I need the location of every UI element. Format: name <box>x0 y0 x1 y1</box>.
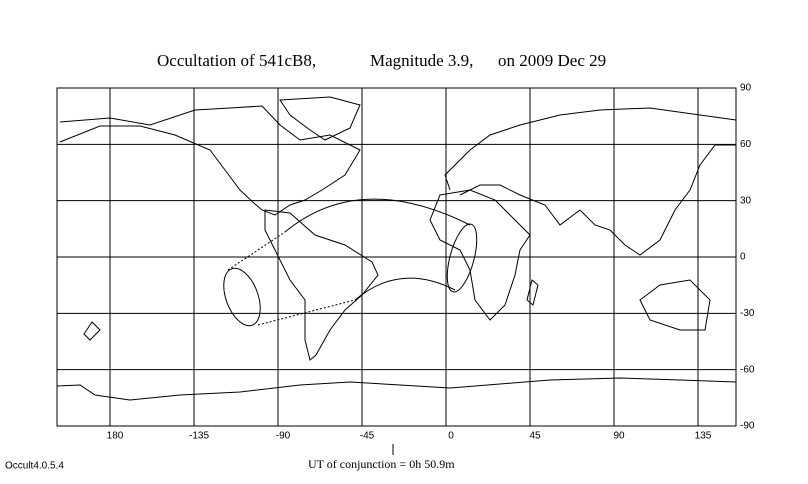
madagascar <box>526 279 539 306</box>
path-north-limit <box>284 198 471 233</box>
greenland <box>279 96 361 141</box>
new-zealand <box>83 321 101 341</box>
lat-tick-label: 60 <box>740 139 752 150</box>
title-object: Occultation of 541cB8, <box>157 51 316 70</box>
path-south-limit <box>354 277 456 301</box>
lat-tick-label: -60 <box>740 364 755 375</box>
ut-label: UT of conjunction = 0h 50.9m <box>308 457 455 471</box>
map-frame <box>56 87 737 427</box>
title-magnitude: Magnitude 3.9, <box>370 51 473 70</box>
south-america <box>264 209 379 361</box>
lon-tick-label: 45 <box>529 431 541 442</box>
lat-tick-label: -90 <box>740 421 755 432</box>
lat-tick-label: 0 <box>740 252 746 263</box>
australia <box>639 279 711 331</box>
version-label: Occult4.0.5.4 <box>5 461 64 472</box>
lon-tick-label: -90 <box>276 431 291 442</box>
lon-tick-label: 0 <box>448 431 454 442</box>
shadow-end <box>446 223 478 293</box>
north-america <box>59 105 361 216</box>
occultation-path <box>223 198 478 327</box>
coastlines <box>56 96 737 401</box>
lon-tick-label: 180 <box>107 431 124 442</box>
antarctica <box>56 377 737 401</box>
shadow-start <box>223 267 261 327</box>
lat-tick-label: 90 <box>740 83 752 94</box>
grid <box>57 87 736 427</box>
lat-tick-label: 30 <box>740 195 752 206</box>
lon-tick-label: 90 <box>613 431 625 442</box>
africa <box>429 189 531 321</box>
path-dotted <box>227 231 356 326</box>
lon-tick-label: -45 <box>360 431 375 442</box>
lat-tick-label: -30 <box>740 308 755 319</box>
lon-tick-label: 135 <box>695 431 712 442</box>
lon-tick-label: -135 <box>189 431 209 442</box>
title-date: on 2009 Dec 29 <box>498 51 606 70</box>
eurasia <box>444 107 737 256</box>
